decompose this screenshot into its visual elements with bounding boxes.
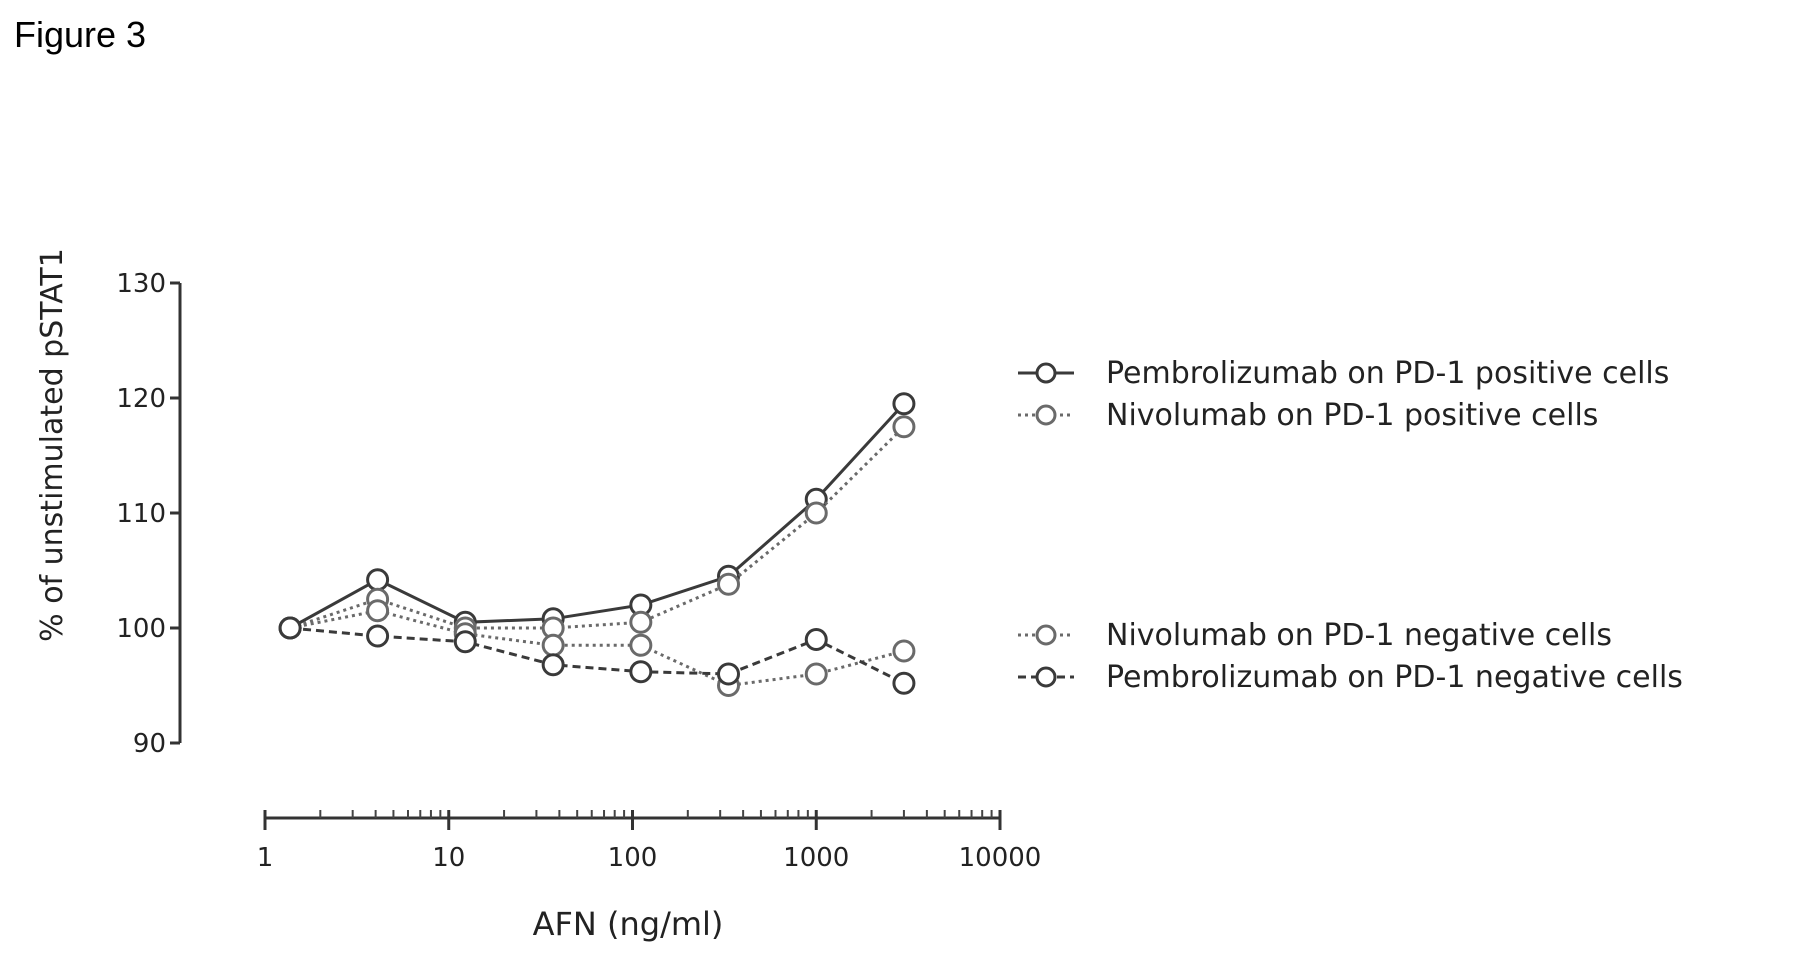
data-point — [804, 628, 828, 651]
legend-label: Pembrolizumab on PD-1 positive cells — [1106, 356, 1669, 391]
x-tick-label: 10 — [432, 843, 465, 873]
legend-item: Nivolumab on PD-1 positive cells — [1018, 398, 1598, 433]
y-tick-label: 110 — [116, 499, 166, 529]
legend-item: Nivolumab on PD-1 negative cells — [1018, 618, 1612, 653]
series-line — [289, 402, 906, 630]
data-point — [892, 415, 916, 439]
y-tick-label: 90 — [133, 729, 166, 759]
x-axis: 1 10 100 1000 10000 — [257, 810, 1042, 873]
data-point — [366, 568, 390, 592]
y-tick-label: 120 — [116, 384, 166, 414]
y-tick-label: 130 — [116, 269, 166, 299]
data-point — [541, 653, 565, 677]
legend-marker — [1035, 624, 1057, 646]
data-point — [629, 660, 653, 684]
legend: Pembrolizumab on PD-1 positive cells Nivo… — [1018, 356, 1683, 695]
legend-item: Pembrolizumab on PD-1 negative cells — [1018, 660, 1683, 695]
legend-label: Nivolumab on PD-1 positive cells — [1106, 398, 1598, 433]
series-line — [289, 609, 905, 688]
data-point — [892, 671, 916, 695]
data-point — [453, 630, 477, 654]
series-4 — [278, 616, 916, 695]
series-line — [289, 425, 905, 630]
data-point — [716, 662, 740, 686]
data-point — [892, 392, 916, 416]
x-tick-label: 100 — [608, 843, 658, 873]
data-point — [629, 633, 653, 657]
series-line — [289, 626, 905, 685]
legend-marker — [1035, 404, 1057, 426]
legend-label: Pembrolizumab on PD-1 negative cells — [1106, 660, 1683, 695]
data-point — [716, 572, 740, 596]
data-point — [804, 501, 828, 525]
data-point — [892, 639, 916, 663]
x-tick-label: 10000 — [959, 843, 1042, 873]
legend-marker — [1035, 362, 1057, 384]
data-point — [804, 662, 828, 686]
x-axis-label: AFN (ng/ml) — [533, 905, 724, 943]
y-axis: 90 100 110 120 130 — [116, 269, 182, 759]
y-tick-label: 100 — [116, 614, 166, 644]
x-tick-label: 1000 — [783, 843, 849, 873]
data-point — [278, 616, 302, 640]
series-layer — [278, 392, 916, 697]
y-axis-label: % of unstimulated pSTAT1 — [35, 248, 70, 642]
data-point — [366, 624, 390, 648]
data-point — [629, 610, 653, 634]
legend-marker — [1035, 666, 1057, 688]
figure-caption: Figure 3 — [14, 14, 147, 55]
legend-label: Nivolumab on PD-1 negative cells — [1106, 618, 1612, 653]
legend-item: Pembrolizumab on PD-1 positive cells — [1018, 356, 1669, 391]
x-tick-label: 1 — [257, 843, 274, 873]
data-point — [541, 633, 565, 657]
data-point — [366, 599, 390, 623]
